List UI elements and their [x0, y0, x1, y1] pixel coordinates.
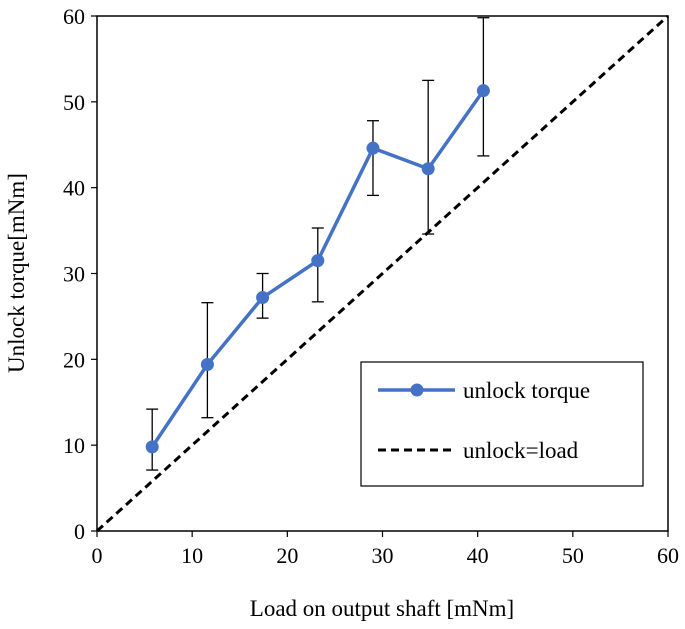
y-tick-labels: 0 10 20 30 40 50 60 [63, 4, 85, 544]
y-tick-label-2: 20 [63, 347, 85, 372]
x-tick-label-1: 10 [181, 543, 203, 568]
y-tick-label-6: 60 [63, 4, 85, 29]
legend-label-unlock-torque: unlock torque [463, 378, 590, 403]
legend-label-unlock-load: unlock=load [463, 438, 579, 463]
x-tick-label-5: 50 [562, 543, 584, 568]
y-tick-label-0: 0 [74, 519, 85, 544]
data-point-0 [145, 440, 159, 454]
data-point-6 [476, 84, 490, 98]
data-point-1 [200, 357, 214, 371]
data-point-2 [256, 291, 270, 305]
x-tick-label-6: 60 [657, 543, 679, 568]
data-point-4 [366, 141, 380, 155]
series-layer [95, 14, 670, 533]
x-tick-label-4: 40 [467, 543, 489, 568]
data-point-3 [311, 254, 325, 268]
y-axis-title: Unlock torque[mNm] [4, 173, 29, 373]
y-tick-label-5: 50 [63, 90, 85, 115]
axis-ticks [91, 15, 669, 537]
y-tick-label-3: 30 [63, 262, 85, 287]
y-tick-label-1: 10 [63, 433, 85, 458]
y-tick-label-4: 40 [63, 176, 85, 201]
legend: unlock torque unlock=load [360, 361, 644, 487]
series-line-unlock-load [95, 14, 670, 533]
x-tick-label-3: 30 [372, 543, 394, 568]
x-axis-title: Load on output shaft [mNm] [250, 596, 514, 621]
x-tick-labels: 0 10 20 30 40 50 60 [92, 543, 680, 568]
data-point-5 [421, 162, 435, 176]
x-tick-label-2: 20 [276, 543, 298, 568]
legend-box [360, 361, 644, 487]
legend-marker-unlock-torque [410, 383, 424, 397]
x-tick-label-0: 0 [92, 543, 103, 568]
